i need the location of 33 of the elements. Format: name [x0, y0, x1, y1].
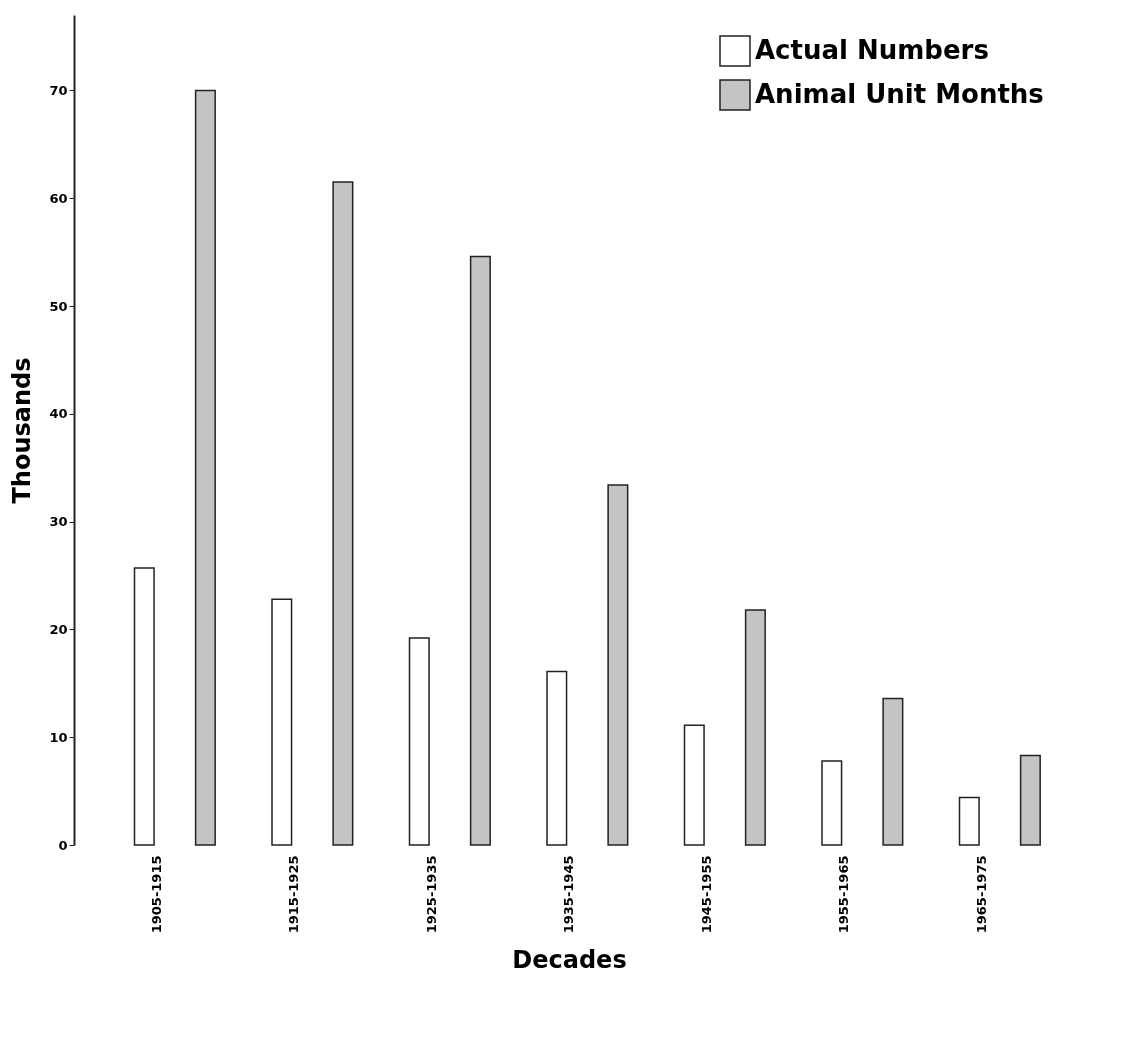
y-tick-label: 30: [49, 514, 68, 530]
bar: [958, 796, 980, 846]
bar: [744, 609, 766, 846]
y-tick-label: 20: [49, 621, 68, 637]
bar: [332, 181, 354, 846]
x-tick-label: 1965-1975: [973, 855, 989, 934]
x-tick-label: 1925-1935: [423, 855, 439, 934]
legend-label: Animal Unit Months: [755, 79, 1044, 109]
bar: [271, 598, 293, 846]
bar: [408, 637, 430, 846]
y-tick-label: 60: [49, 190, 68, 206]
bar: [683, 724, 705, 846]
y-tick-label: 70: [49, 82, 68, 98]
bar: [1019, 754, 1041, 846]
bar: [882, 697, 904, 846]
y-axis-title: Thousands: [8, 357, 37, 504]
x-tick-label: 1915-1925: [286, 855, 301, 934]
x-tick-label: 1955-1965: [836, 855, 851, 934]
bar: [607, 484, 629, 846]
bar: [133, 567, 155, 846]
bar: [821, 760, 843, 846]
y-tick-label: 10: [49, 729, 68, 745]
x-tick-label: 1905-1915: [148, 855, 164, 934]
bar: [469, 255, 491, 846]
bar: [194, 89, 216, 846]
legend-label: Actual Numbers: [755, 35, 989, 65]
bar: [546, 670, 568, 846]
x-axis-title: Decades: [512, 946, 627, 975]
x-tick-label: 1935-1945: [561, 855, 576, 934]
y-tick-label: 40: [49, 406, 68, 422]
x-tick-label: 1945-1955: [698, 855, 714, 934]
y-tick-label: 50: [49, 298, 68, 314]
y-tick-label: 0: [58, 837, 68, 853]
